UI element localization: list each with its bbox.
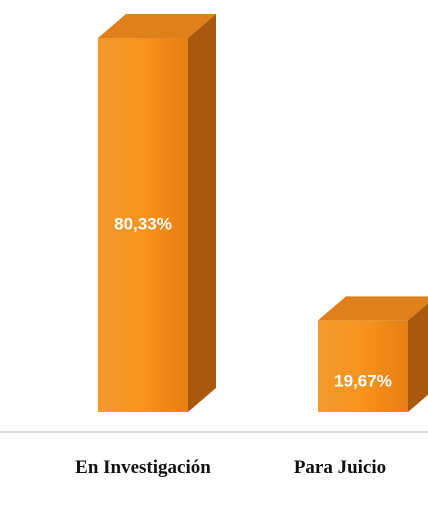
bar-top	[98, 14, 216, 38]
bar-front	[318, 320, 408, 412]
data-label: 80,33%	[114, 214, 172, 233]
bar-side	[408, 303, 428, 412]
data-label: 19,67%	[334, 371, 392, 390]
bar-side	[188, 14, 216, 412]
bar	[98, 14, 216, 412]
bar-front	[98, 38, 188, 412]
bar-top	[318, 296, 428, 321]
bar	[318, 296, 428, 412]
category-label: Para Juicio	[293, 457, 387, 478]
category-label: En Investigación	[75, 457, 211, 478]
